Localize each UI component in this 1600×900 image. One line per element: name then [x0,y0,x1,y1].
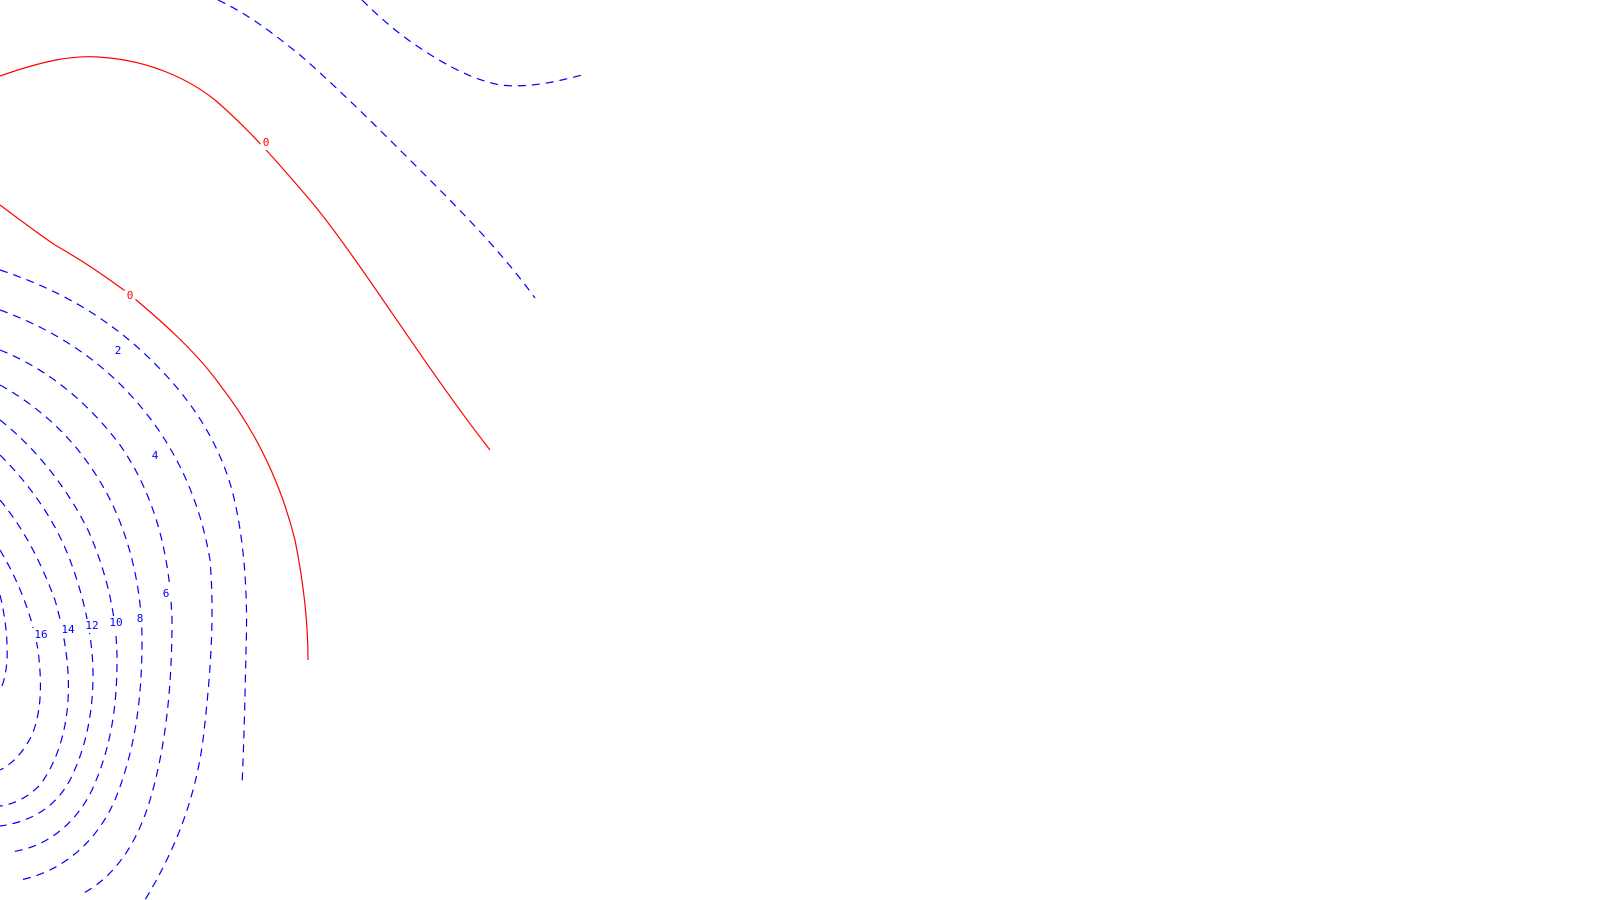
contour-label-background [149,449,161,463]
positive-contour-line-3 [361,0,583,87]
contour-label-background [32,628,50,642]
contour-label-6: 6 [163,587,170,600]
positive-contour-line-7 [0,384,143,881]
contour-label-background [112,344,124,358]
positive-contour-line-6 [0,349,173,896]
positive-contour-line-5 [0,309,213,900]
contour-label-8: 8 [137,612,144,625]
contour-label-background [83,619,101,633]
contour-label-background [107,616,125,630]
positive-contour-line-12 [0,594,8,691]
contour-label-background [160,587,172,601]
positive-contour-line-9 [0,454,94,827]
positive-contour-line-2 [217,0,536,299]
positive-contour-line-8 [0,419,118,853]
contour-label-2: 2 [115,344,122,357]
positive-contour-line-4 [0,269,248,787]
contour-label-16: 16 [34,628,47,641]
zero-contour-line-1 [0,204,309,661]
zero-contour-line-0 [0,56,491,451]
contour-lines [0,0,583,900]
contour-label-background [59,623,77,637]
contour-label-4: 4 [152,449,159,462]
positive-contour-line-10 [0,499,70,807]
contour-label-background [124,289,136,303]
contour-label-background [134,612,146,626]
contour-label-12: 12 [85,619,98,632]
positive-contour-line-11 [0,549,42,771]
contour-label-background [260,136,272,150]
contour-label-0: 0 [263,136,270,149]
contour-label-14: 14 [61,623,75,636]
contour-label-10: 10 [109,616,122,629]
contour-label-0: 0 [127,289,134,302]
contour-labels: 0 0 2 4 6 8 10 12 14 16 [32,136,272,642]
